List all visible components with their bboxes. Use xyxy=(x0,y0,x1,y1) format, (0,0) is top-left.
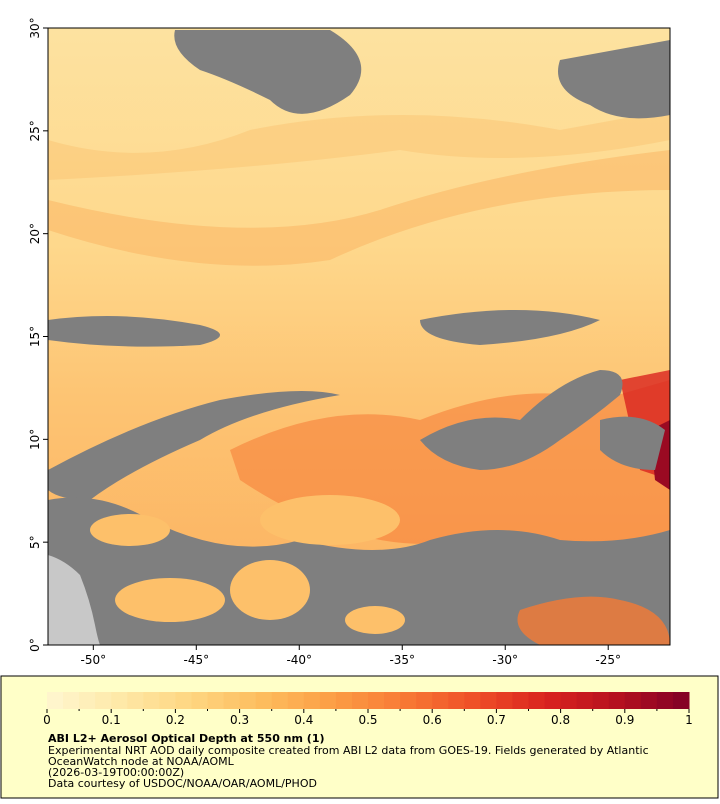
info-line: Experimental NRT AOD daily composite cre… xyxy=(48,744,649,757)
colorbar-step xyxy=(255,692,273,709)
colorbar-step xyxy=(384,692,401,709)
axes: -50° -45° -40° -35° -30° -25° 0° 5° 10° 15° 20° 25°… xyxy=(28,17,621,667)
colorbar: 0 0.1 0.2 0.3 0.4 0.5 0.6 0.7 0.8 0.9 1 xyxy=(43,692,693,727)
colorbar-step xyxy=(464,692,481,709)
colorbar-step xyxy=(656,692,674,709)
y-tick-label: 0° xyxy=(28,638,42,652)
x-tick-label: -35° xyxy=(389,653,415,667)
colorbar-tick-label: 0.4 xyxy=(294,713,313,727)
colorbar-step xyxy=(640,692,658,709)
colorbar-tick-label: 0.3 xyxy=(230,713,249,727)
colorbar-step xyxy=(448,692,465,709)
map xyxy=(47,27,671,646)
colorbar-step xyxy=(143,692,160,709)
colorbar-step xyxy=(528,692,546,709)
colorbar-step xyxy=(608,692,626,709)
colorbar-step xyxy=(672,692,690,709)
land xyxy=(48,555,100,645)
info-line: OceanWatch node at NOAA/AOML xyxy=(48,755,235,768)
y-tick-label: 10° xyxy=(28,429,42,450)
colorbar-step xyxy=(47,692,64,709)
colorbar-step xyxy=(175,692,192,709)
colorbar-step xyxy=(223,692,241,709)
x-tick-label: -50° xyxy=(81,653,107,667)
aod-patch xyxy=(90,495,405,634)
colorbar-step xyxy=(400,692,417,709)
colorbar-step xyxy=(416,692,433,709)
colorbar-step xyxy=(207,692,225,709)
colorbar-step xyxy=(624,692,642,709)
colorbar-tick-label: 0.1 xyxy=(102,713,121,727)
x-tick-label: -25° xyxy=(595,653,621,667)
y-tick-label: 5° xyxy=(28,535,42,549)
colorbar-step xyxy=(127,692,144,709)
colorbar-tick-label: 0.2 xyxy=(166,713,185,727)
colorbar-step xyxy=(576,692,594,709)
colorbar-step xyxy=(239,692,257,709)
colorbar-step xyxy=(159,692,176,709)
colorbar-step xyxy=(287,692,305,709)
colorbar-step xyxy=(512,692,529,709)
colorbar-step xyxy=(303,692,321,709)
colorbar-step xyxy=(368,692,385,709)
colorbar-step xyxy=(335,692,353,709)
colorbar-step xyxy=(319,692,337,709)
colorbar-step xyxy=(351,692,369,709)
colorbar-tick-label: 0.8 xyxy=(551,713,570,727)
x-tick-label: -30° xyxy=(492,653,518,667)
colorbar-step xyxy=(191,692,208,709)
info-line: Data courtesy of USDOC/NOAA/OAR/AOML/PHO… xyxy=(48,777,317,790)
aod-band xyxy=(48,150,670,266)
colorbar-tick-label: 0.6 xyxy=(423,713,442,727)
colorbar-step xyxy=(79,692,96,709)
colorbar-tick-label: 0.7 xyxy=(487,713,506,727)
colorbar-step xyxy=(95,692,112,709)
colorbar-step xyxy=(496,692,513,709)
colorbar-step xyxy=(560,692,578,709)
colorbar-tick-label: 0.9 xyxy=(615,713,634,727)
colorbar-step xyxy=(592,692,610,709)
colorbar-step xyxy=(480,692,497,709)
x-tick-label: -45° xyxy=(183,653,209,667)
colorbar-step xyxy=(544,692,562,709)
info: ABI L2+ Aerosol Optical Depth at 550 nm … xyxy=(48,732,649,790)
colorbar-step xyxy=(111,692,128,709)
y-tick-label: 20° xyxy=(28,223,42,244)
y-tick-label: 25° xyxy=(28,120,42,141)
x-tick-label: -40° xyxy=(286,653,312,667)
aod-patch xyxy=(517,596,670,645)
y-tick-label: 15° xyxy=(28,326,42,347)
colorbar-step xyxy=(63,692,80,709)
colorbar-tick-label: 0 xyxy=(43,713,51,727)
info-title: ABI L2+ Aerosol Optical Depth at 550 nm … xyxy=(48,732,325,745)
colorbar-tick-label: 0.5 xyxy=(358,713,377,727)
colorbar-tick-label: 1 xyxy=(685,713,693,727)
y-tick-label: 30° xyxy=(28,17,42,38)
aod-band xyxy=(48,110,670,180)
info-line: (2026-03-19T00:00:00Z) xyxy=(48,766,184,779)
colorbar-step xyxy=(432,692,449,709)
colorbar-step xyxy=(271,692,289,709)
